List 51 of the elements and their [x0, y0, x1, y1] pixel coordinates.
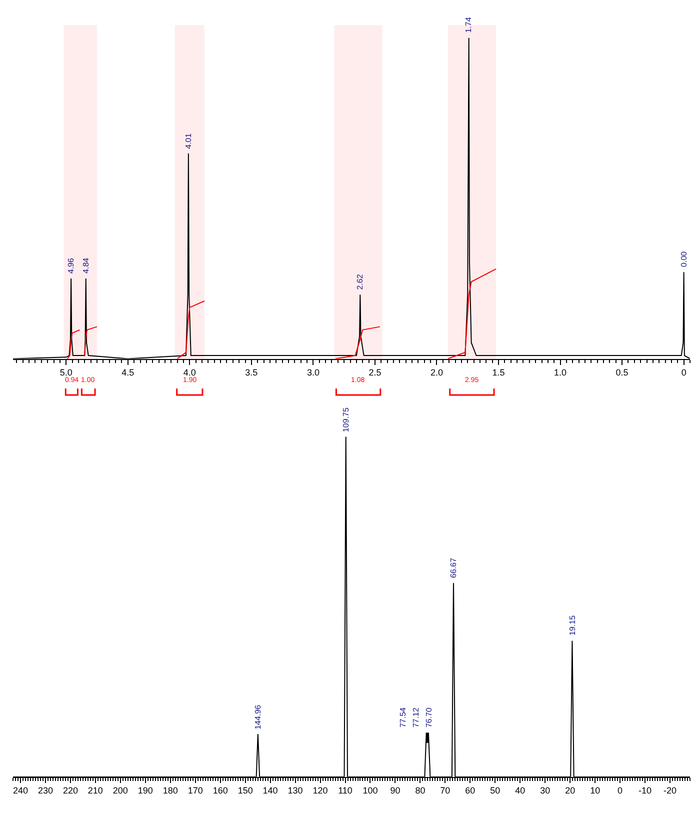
x-tick-label: 240 — [12, 786, 28, 796]
x-tick-label: 200 — [112, 786, 128, 796]
annotation: 0.00 — [680, 250, 689, 267]
annotation: 2.62 — [356, 274, 365, 290]
x-tick-label: -10 — [638, 786, 652, 796]
x-tick-label: 0.5 — [616, 368, 628, 378]
x-tick-label: 10 — [590, 786, 600, 796]
x-tick-label: 2.0 — [430, 368, 443, 378]
x-tick-label: 190 — [138, 786, 153, 796]
x-tick-label: 160 — [212, 786, 228, 796]
annotation: 66.67 — [449, 557, 458, 578]
x-tick-label: 120 — [312, 786, 328, 796]
x-tick-label: 4.5 — [122, 368, 134, 378]
annotation: 4.84 — [81, 257, 90, 274]
annotation: 77.12 — [411, 706, 420, 728]
x-tick-label: 180 — [162, 786, 178, 796]
x-tick-label: 3.5 — [245, 368, 258, 378]
annotation: 76.70 — [424, 706, 434, 728]
x-tick-label: 70 — [440, 786, 450, 796]
x-tick-label: 5.0 — [60, 368, 72, 378]
x-tick-label: 60 — [465, 786, 476, 796]
annotation: 1.74 — [464, 16, 473, 33]
x-tick-label: 1.5 — [492, 368, 505, 378]
x-tick-label: 30 — [540, 786, 550, 796]
annotation: 109.75 — [342, 407, 351, 432]
x-tick-label: 140 — [262, 786, 278, 796]
x-tick-label: 150 — [238, 786, 253, 796]
x-tick-label: 0 — [618, 786, 623, 796]
x-tick-label: 2.5 — [368, 368, 382, 378]
x-tick-label: 170 — [188, 786, 203, 796]
x-tick-label: 110 — [338, 786, 352, 796]
x-tick-label: 1.0 — [554, 368, 567, 378]
annotation: 4.01 — [184, 132, 193, 149]
x-tick-label: 80 — [415, 786, 426, 796]
x-tick-label: 3.0 — [306, 368, 320, 378]
annotation: 19.15 — [568, 614, 577, 636]
x-tick-label: 220 — [62, 786, 78, 796]
annotation: 4.96 — [66, 257, 76, 274]
x-tick-label: 40 — [515, 786, 526, 796]
x-tick-label: 230 — [38, 786, 53, 796]
annotation: 144.96 — [253, 704, 262, 730]
x-tick-label: 50 — [490, 786, 500, 796]
x-tick-label: 130 — [288, 786, 303, 796]
x-tick-label: 100 — [362, 786, 378, 796]
x-tick-label: 90 — [390, 786, 400, 796]
annotation: 77.54 — [398, 706, 408, 728]
x-tick-label: 0 — [681, 368, 686, 378]
x-tick-label: 20 — [565, 786, 576, 796]
x-tick-label: 4.0 — [183, 368, 196, 378]
x-tick-label: -20 — [664, 786, 677, 796]
x-tick-label: 210 — [88, 786, 103, 796]
